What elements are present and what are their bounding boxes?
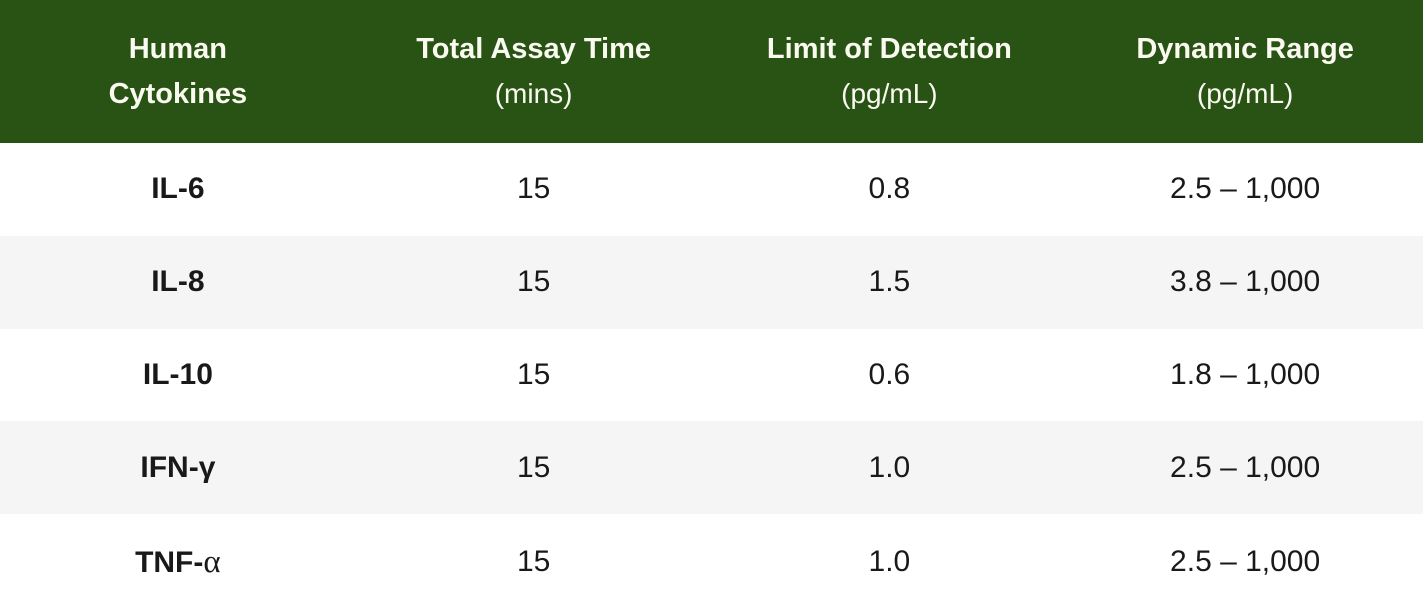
cytokine-name-greek: α <box>203 543 221 580</box>
column-header-unit: (pg/mL) <box>841 78 938 110</box>
cell-assay-time: 15 <box>516 172 551 206</box>
table-row-il6: IL-6 15 0.8 2.5 – 1,000 <box>0 143 1423 236</box>
cytokine-name-text: IL-10 <box>142 357 213 391</box>
table-row-il10: IL-10 15 0.6 1.8 – 1,000 <box>0 328 1423 422</box>
cytokine-name-text: TNF- <box>135 545 204 579</box>
table-header-row: Human Cytokines Total Assay Time (mins) … <box>0 0 1423 143</box>
cell-assay-time: 15 <box>516 357 551 391</box>
cell-limit-of-detection: 0.6 <box>868 357 911 391</box>
cell-cytokine-name: IL-6 <box>0 172 356 206</box>
cell-dynamic-range: 3.8 – 1,000 <box>1170 265 1321 299</box>
cell-cytokine-name: IFN-γ <box>0 451 356 485</box>
cell-cytokine-name: TNF-α <box>0 544 356 581</box>
cell-limit-of-detection: 0.8 <box>868 172 911 206</box>
cell-dynamic-range: 2.5 – 1,000 <box>1170 172 1321 206</box>
cell-limit-of-detection: 1.0 <box>868 545 911 579</box>
header-cell-total-assay-time: Total Assay Time (mins) <box>356 0 712 143</box>
cell-dynamic-range: 2.5 – 1,000 <box>1170 545 1321 579</box>
cytokine-name-text: IL-6 <box>151 172 205 206</box>
cell-assay-time: 15 <box>516 265 551 299</box>
cytokine-name-text: IL-8 <box>151 265 205 299</box>
cell-assay-time: 15 <box>516 545 551 579</box>
header-cell-human-cytokines: Human Cytokines <box>0 0 356 143</box>
column-header-label: Total Assay Time <box>416 33 652 66</box>
cell-assay-time: 15 <box>516 450 551 484</box>
cell-limit-of-detection: 1.5 <box>868 265 911 299</box>
header-cell-dynamic-range: Dynamic Range (pg/mL) <box>1067 0 1423 143</box>
cell-cytokine-name: IL-10 <box>0 358 356 392</box>
cell-dynamic-range: 1.8 – 1,000 <box>1170 357 1321 391</box>
column-header-label: Dynamic Range <box>1136 33 1354 66</box>
header-cell-limit-of-detection: Limit of Detection (pg/mL) <box>712 0 1068 143</box>
column-header-label: Human Cytokines <box>108 32 248 110</box>
column-header-label: Limit of Detection <box>766 33 1012 66</box>
column-header-unit: (mins) <box>494 78 573 110</box>
cell-dynamic-range: 2.5 – 1,000 <box>1170 450 1321 484</box>
cell-cytokine-name: IL-8 <box>0 265 356 299</box>
cell-limit-of-detection: 1.0 <box>868 450 911 484</box>
cytokine-name-text: IFN-γ <box>140 450 216 484</box>
table-row-ifng: IFN-γ 15 1.0 2.5 – 1,000 <box>0 421 1423 515</box>
table-row-il8: IL-8 15 1.5 3.8 – 1,000 <box>0 235 1423 329</box>
table-row-tnfa: TNF-α 15 1.0 2.5 – 1,000 <box>0 514 1423 610</box>
column-header-unit: (pg/mL) <box>1196 78 1294 110</box>
